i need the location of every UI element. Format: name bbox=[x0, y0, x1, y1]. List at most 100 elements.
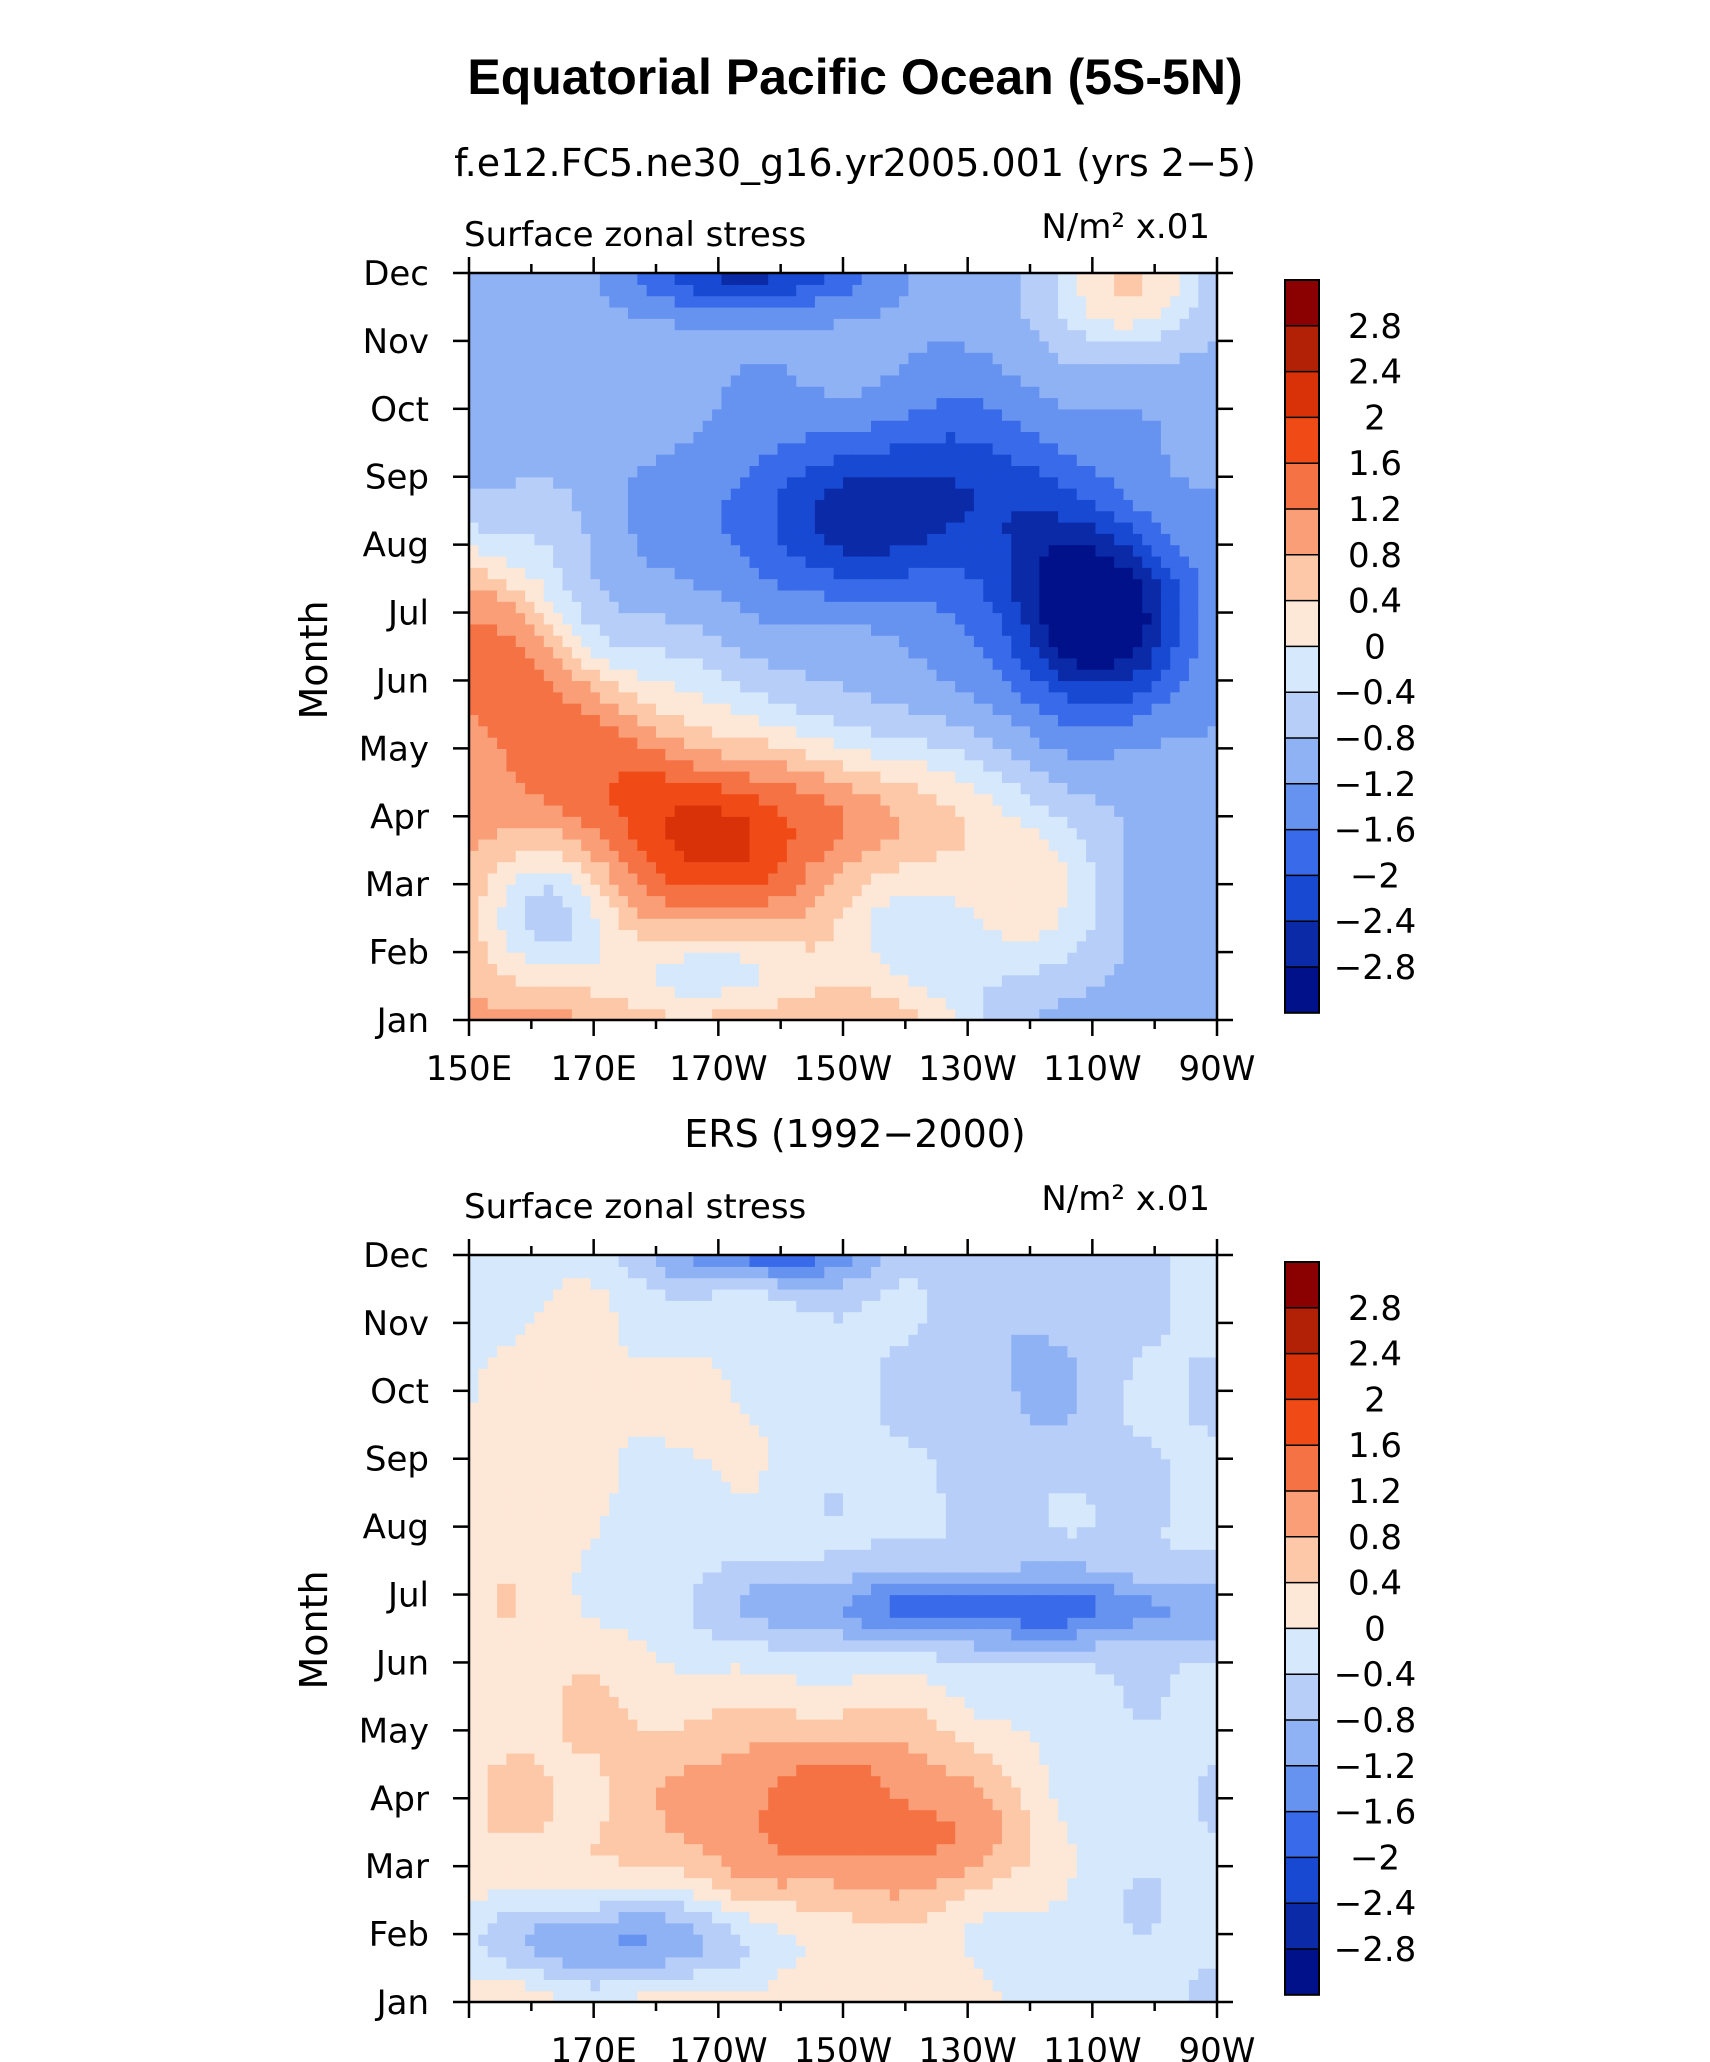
heatmap-cell bbox=[1030, 872, 1040, 885]
heatmap-cell bbox=[814, 374, 825, 387]
heatmap-cell bbox=[899, 884, 910, 897]
heatmap-cell bbox=[730, 374, 741, 387]
heatmap-cell bbox=[1142, 929, 1153, 942]
heatmap-cell bbox=[571, 861, 582, 874]
heatmap-cell bbox=[553, 635, 564, 648]
heatmap-cell bbox=[1142, 850, 1153, 863]
heatmap-cell bbox=[1039, 306, 1050, 319]
heatmap-cell bbox=[599, 861, 610, 874]
heatmap-cell bbox=[562, 997, 573, 1010]
heatmap-cell bbox=[1104, 499, 1115, 512]
heatmap-cell bbox=[796, 295, 807, 308]
heatmap-cell bbox=[992, 748, 1003, 761]
heatmap-cell bbox=[684, 522, 694, 534]
heatmap-cell bbox=[1104, 555, 1115, 568]
heatmap-cell bbox=[581, 895, 592, 908]
heatmap-cell bbox=[1095, 340, 1106, 353]
heatmap-cell bbox=[1030, 906, 1040, 919]
heatmap-cell bbox=[730, 759, 741, 772]
heatmap-cell bbox=[1030, 725, 1040, 738]
heatmap-cell bbox=[637, 895, 648, 908]
heatmap-cell bbox=[534, 737, 545, 749]
heatmap-cell bbox=[843, 386, 853, 399]
heatmap-cell bbox=[917, 555, 928, 568]
heatmap-cell bbox=[861, 997, 872, 1010]
heatmap-cell bbox=[618, 1008, 629, 1021]
heatmap-cell bbox=[1001, 737, 1012, 749]
heatmap-cell bbox=[487, 997, 498, 1010]
heatmap-cell bbox=[917, 510, 928, 523]
heatmap-cell bbox=[973, 782, 984, 795]
heatmap-cell bbox=[1160, 952, 1171, 965]
heatmap-cell bbox=[646, 544, 657, 557]
heatmap-cell bbox=[833, 816, 844, 829]
heatmap-cell bbox=[665, 906, 676, 919]
heatmap-cell bbox=[796, 623, 807, 636]
heatmap-cell bbox=[833, 555, 844, 568]
heatmap-cell bbox=[1170, 872, 1181, 885]
heatmap-cell bbox=[581, 522, 592, 534]
heatmap-cell bbox=[936, 997, 947, 1010]
heatmap-cell bbox=[936, 804, 947, 817]
heatmap-cell bbox=[646, 499, 657, 512]
heatmap-cell bbox=[1095, 759, 1106, 772]
heatmap-cell bbox=[553, 273, 564, 285]
heatmap-cell bbox=[1151, 431, 1162, 444]
heatmap-cell bbox=[1086, 318, 1097, 331]
heatmap-cell bbox=[1086, 510, 1097, 523]
heatmap-cell bbox=[786, 861, 797, 874]
heatmap-cell bbox=[1114, 725, 1125, 738]
heatmap-cell bbox=[861, 974, 872, 987]
heatmap-cell bbox=[1160, 850, 1171, 863]
heatmap-cell bbox=[487, 827, 498, 840]
heatmap-cell bbox=[805, 374, 816, 387]
heatmap-cell bbox=[469, 895, 479, 908]
heatmap-cell bbox=[1058, 284, 1068, 297]
heatmap-cell bbox=[964, 963, 975, 976]
heatmap-cell bbox=[1160, 725, 1171, 738]
heatmap-cell bbox=[758, 623, 769, 636]
heatmap-cell bbox=[1067, 918, 1078, 931]
heatmap-cell bbox=[917, 442, 928, 455]
heatmap-cell bbox=[936, 974, 947, 987]
heatmap-cell bbox=[824, 612, 835, 625]
heatmap-cell bbox=[768, 906, 779, 919]
heatmap-cell bbox=[487, 986, 498, 998]
heatmap-cell bbox=[618, 499, 629, 512]
heatmap-cell bbox=[1114, 771, 1125, 783]
heatmap-cell bbox=[553, 567, 564, 580]
heatmap-cell bbox=[899, 759, 910, 772]
heatmap-cell bbox=[1048, 374, 1059, 387]
heatmap-cell bbox=[1086, 273, 1097, 285]
heatmap-cell bbox=[571, 714, 582, 727]
heatmap-cell bbox=[852, 408, 863, 421]
heatmap-cell bbox=[992, 476, 1003, 489]
heatmap-cell bbox=[581, 340, 592, 353]
heatmap-cell bbox=[843, 884, 853, 897]
heatmap-cell bbox=[497, 997, 507, 1010]
heatmap-cell bbox=[525, 499, 536, 512]
heatmap-cell bbox=[814, 522, 825, 534]
heatmap-cell bbox=[581, 748, 592, 761]
heatmap-cell bbox=[609, 420, 620, 433]
heatmap-cell bbox=[562, 612, 573, 625]
heatmap-cell bbox=[833, 793, 844, 806]
heatmap-cell bbox=[927, 544, 938, 557]
heatmap-cell bbox=[712, 646, 723, 659]
heatmap-cell bbox=[702, 804, 713, 817]
heatmap-cell bbox=[712, 408, 723, 421]
heatmap-cell bbox=[936, 408, 947, 421]
heatmap-cell bbox=[749, 318, 760, 331]
heatmap-cell bbox=[1123, 306, 1134, 319]
heatmap-cell bbox=[1048, 748, 1059, 761]
heatmap-cell bbox=[740, 284, 751, 297]
heatmap-cell bbox=[983, 725, 994, 738]
heatmap-cell bbox=[758, 555, 769, 568]
heatmap-cell bbox=[1104, 680, 1115, 693]
heatmap-cell bbox=[571, 510, 582, 523]
heatmap-cell bbox=[712, 691, 723, 704]
heatmap-cell bbox=[1086, 522, 1097, 534]
heatmap-cell bbox=[637, 510, 648, 523]
heatmap-cell bbox=[740, 544, 751, 557]
heatmap-cell bbox=[543, 929, 554, 942]
